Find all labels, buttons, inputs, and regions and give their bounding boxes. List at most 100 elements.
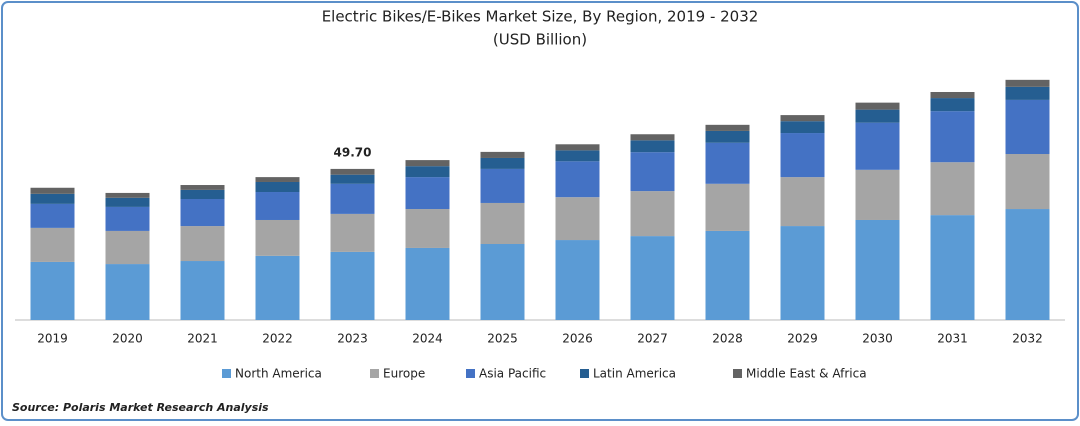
bar-segment — [330, 251, 375, 320]
bar-segment — [480, 244, 525, 320]
x-tick-label: 2030 — [862, 332, 893, 346]
bar-segment — [930, 215, 975, 320]
legend-swatch — [466, 369, 475, 378]
bar-segment — [630, 191, 675, 237]
bar-segment — [480, 151, 525, 158]
bar-segment — [480, 202, 525, 244]
x-tick-label: 2026 — [562, 332, 593, 346]
chart-title: Electric Bikes/E-Bikes Market Size, By R… — [322, 8, 759, 26]
bar-segment — [705, 130, 750, 143]
data-label: 49.70 — [334, 145, 372, 159]
bar-segment — [555, 150, 600, 162]
bar-segment — [180, 261, 225, 320]
bar-segment — [330, 183, 375, 214]
x-tick-label: 2023 — [337, 332, 368, 346]
bar-segment — [30, 187, 75, 194]
x-tick-label: 2031 — [937, 332, 968, 346]
x-tick-label: 2028 — [712, 332, 743, 346]
bar-segment — [180, 199, 225, 227]
legend-swatch — [222, 369, 231, 378]
bar-segment — [405, 177, 450, 210]
bar-segment — [105, 206, 150, 231]
x-tick-label: 2019 — [37, 332, 68, 346]
bar-segment — [480, 168, 525, 203]
bar-segment — [930, 111, 975, 163]
legend-label: Asia Pacific — [479, 367, 546, 381]
bar-segment — [330, 168, 375, 175]
legend-label: Europe — [383, 367, 425, 381]
bar-segment — [780, 115, 825, 122]
bar-segment — [1005, 209, 1050, 320]
bar-segment — [555, 240, 600, 320]
bar-segment — [255, 255, 300, 320]
bar-segment — [255, 177, 300, 182]
bar-segment — [30, 261, 75, 320]
bar-segment — [1005, 86, 1050, 100]
bar-segment — [255, 181, 300, 193]
bar-segment — [105, 230, 150, 265]
source: Source: Polaris Market Research Analysis — [12, 401, 269, 414]
bar-segment — [330, 174, 375, 184]
bar-segment — [1005, 79, 1050, 87]
bar-segment — [630, 134, 675, 141]
bar-segment — [405, 247, 450, 320]
legend-swatch — [370, 369, 379, 378]
legend-label: Latin America — [593, 367, 676, 381]
legend-label: Middle East & Africa — [746, 367, 867, 381]
bar-segment — [705, 230, 750, 320]
chart-subtitle: (USD Billion) — [493, 31, 587, 49]
bar-segment — [255, 219, 300, 256]
x-tick-label: 2032 — [1012, 332, 1043, 346]
bar-segment — [780, 133, 825, 178]
bar-segment — [705, 124, 750, 131]
bar-segment — [705, 183, 750, 231]
x-tick-label: 2020 — [112, 332, 143, 346]
legend-swatch — [580, 369, 589, 378]
legend-label: North America — [235, 367, 322, 381]
x-tick-label: 2029 — [787, 332, 818, 346]
bar-segment — [555, 161, 600, 198]
bar-segment — [630, 152, 675, 192]
bar-segment — [330, 213, 375, 252]
bar-segment — [30, 203, 75, 228]
bar-segment — [30, 193, 75, 204]
bar-segment — [405, 166, 450, 178]
bar-segment — [180, 189, 225, 200]
bar-segment — [1005, 99, 1050, 155]
bar-segment — [180, 185, 225, 190]
bar-segment — [855, 122, 900, 170]
bar-segment — [630, 236, 675, 320]
bar-segment — [930, 92, 975, 99]
bar-segment — [1005, 154, 1050, 210]
bar-segment — [555, 144, 600, 151]
bar-segment — [105, 264, 150, 320]
bar-segment — [930, 162, 975, 216]
bar-segment — [105, 197, 150, 207]
bar-segment — [705, 142, 750, 184]
bar-segment — [780, 226, 825, 320]
x-tick-label: 2022 — [262, 332, 293, 346]
bar-segment — [930, 98, 975, 112]
bar-segment — [105, 192, 150, 198]
x-tick-label: 2021 — [187, 332, 218, 346]
x-tick-label: 2025 — [487, 332, 518, 346]
x-tick-label: 2027 — [637, 332, 668, 346]
bar-segment — [630, 140, 675, 153]
bar-segment — [855, 102, 900, 110]
bar-segment — [780, 177, 825, 227]
bar-segment — [855, 109, 900, 123]
bar-segment — [180, 226, 225, 262]
bar-segment — [255, 192, 300, 220]
bar-segment — [555, 197, 600, 241]
bar-segment — [405, 160, 450, 167]
bar-segment — [30, 227, 75, 262]
bar-segment — [780, 121, 825, 134]
bar-segment — [480, 157, 525, 169]
x-tick-label: 2024 — [412, 332, 443, 346]
bar-segment — [855, 219, 900, 320]
bar-segment — [855, 169, 900, 220]
legend-swatch — [733, 369, 742, 378]
bar-segment — [405, 209, 450, 248]
